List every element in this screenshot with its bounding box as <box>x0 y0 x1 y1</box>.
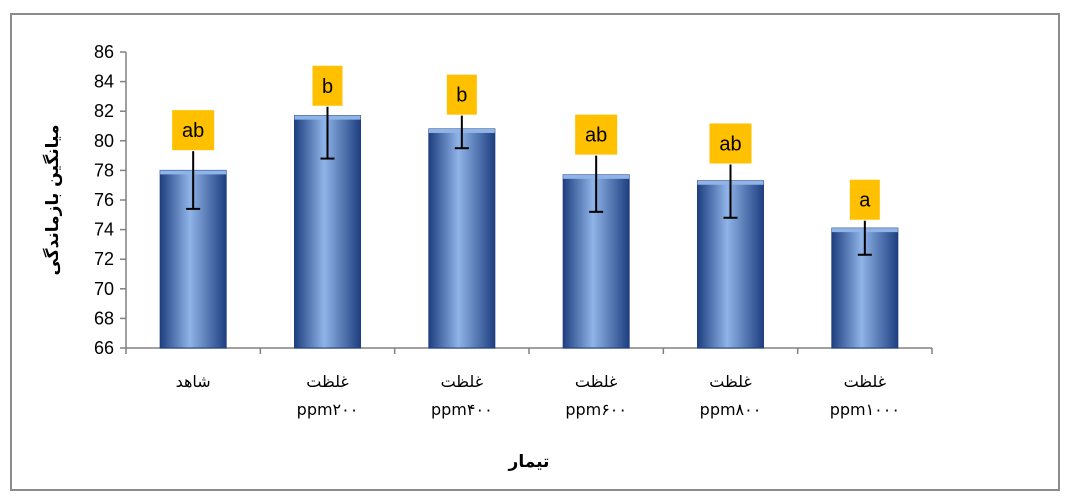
y-tick-label: 76 <box>94 190 114 210</box>
y-tick-label: 86 <box>94 42 114 62</box>
significance-box <box>312 65 343 106</box>
y-tick-label: 68 <box>94 308 114 328</box>
y-tick-label: 66 <box>94 338 114 358</box>
significance-label: a <box>859 190 871 212</box>
y-axis-title: میانگین بازماندگی <box>42 124 63 275</box>
significance-label: b <box>322 76 333 98</box>
axes <box>120 51 933 354</box>
x-axis-title: تیمار <box>508 452 550 472</box>
x-category-label: ppm۶۰۰ <box>565 400 627 419</box>
significance-box <box>709 123 752 164</box>
x-category-label: غلظت <box>441 372 484 391</box>
x-category-label: ppm۸۰۰ <box>700 400 762 419</box>
significance-label: ab <box>182 120 204 142</box>
y-tick-label: 72 <box>94 249 114 269</box>
x-category-label: شاهد <box>176 372 211 391</box>
x-category-label: غلظت <box>575 372 618 391</box>
y-tick-label: 70 <box>94 279 114 299</box>
x-category-label: ppm۱۰۰۰ <box>830 400 900 419</box>
x-category-label: ppm۲۰۰ <box>297 400 359 419</box>
x-category-label: ppm۴۰۰ <box>431 400 493 419</box>
significance-box <box>172 110 215 151</box>
significance-label: ab <box>719 133 741 155</box>
x-category-labels: شاهد غلظت ppm۲۰۰ غلظت ppm۴۰۰ غلظت ppm۶۰۰ غلظت pp… <box>176 372 900 419</box>
y-tick-labels: 66 68 70 72 74 76 78 80 82 84 86 <box>94 42 114 358</box>
y-tick-label: 78 <box>94 160 114 180</box>
y-tick-label: 84 <box>94 72 114 92</box>
significance-label: ab <box>585 125 607 147</box>
significance-box <box>575 114 618 155</box>
significance-box <box>446 74 477 115</box>
y-tick-label: 74 <box>94 220 114 240</box>
x-category-label: غلظت <box>709 372 752 391</box>
x-category-label: غلظت <box>844 372 887 391</box>
significance-label: b <box>456 85 467 107</box>
error-bars <box>186 106 872 256</box>
y-tick-label: 80 <box>94 131 114 151</box>
bars <box>159 115 899 349</box>
significance-box <box>849 179 880 220</box>
y-tick-label: 82 <box>94 101 114 121</box>
significance-labels: ab b b ab ab a <box>172 65 880 220</box>
x-category-label: غلظت <box>306 372 349 391</box>
bar <box>428 128 496 349</box>
